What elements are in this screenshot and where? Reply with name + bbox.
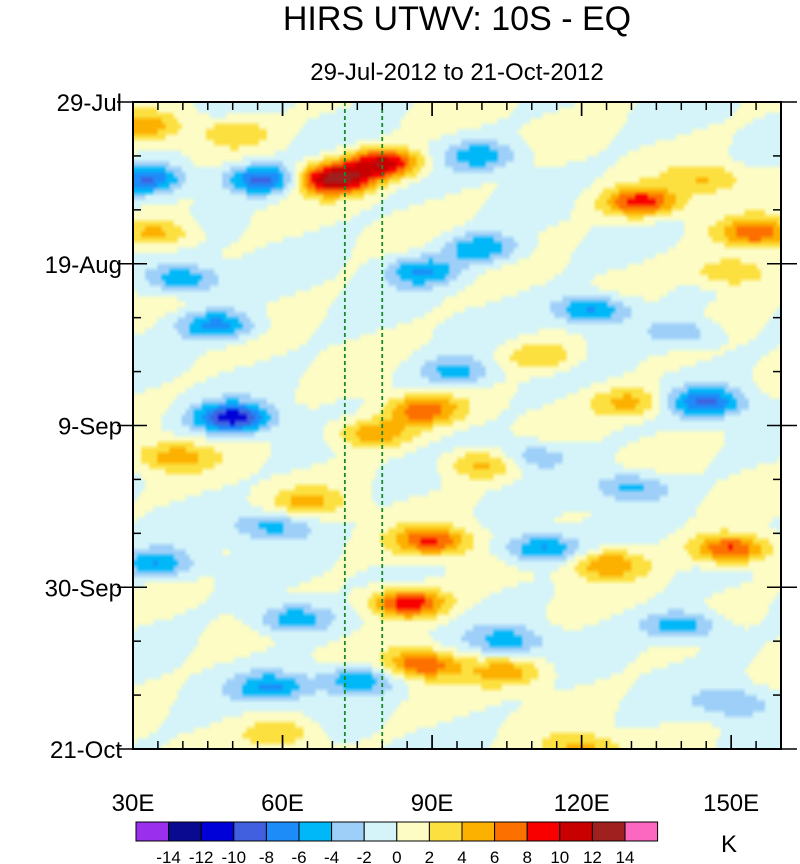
colorbar-level-label: -14	[156, 848, 181, 864]
colorbar-swatch	[625, 822, 658, 841]
colorbar-swatch	[299, 822, 332, 841]
colorbar-level-label: -2	[357, 848, 372, 864]
colorbar-level-label: -8	[259, 848, 274, 864]
colorbar-level-label: 4	[457, 848, 466, 864]
x-tick-label: 60E	[261, 790, 304, 817]
y-tick-label: 9-Sep	[58, 414, 122, 441]
colorbar-level-label: 6	[490, 848, 499, 864]
colorbar-level-label: -4	[324, 848, 339, 864]
chart-title: HIRS UTWV: 10S - EQ	[283, 0, 631, 38]
colorbar-swatch	[266, 822, 299, 841]
y-tick-label: 19-Aug	[45, 252, 122, 279]
colorbar-swatch	[462, 822, 495, 841]
colorbar-level-label: 2	[425, 848, 434, 864]
colorbar-swatch	[136, 822, 169, 841]
colorbar-swatch	[234, 822, 267, 841]
colorbar-level-label: -6	[291, 848, 306, 864]
colorbar-level-label: 14	[616, 848, 635, 864]
colorbar-level-label: 12	[583, 848, 602, 864]
colorbar-level-label: 8	[522, 848, 531, 864]
colorbar-swatch	[169, 822, 202, 841]
anomaly-field	[133, 102, 781, 749]
colorbar-swatch	[592, 822, 625, 841]
chart-subtitle: 29-Jul-2012 to 21-Oct-2012	[310, 59, 604, 86]
x-tick-label: 150E	[703, 790, 759, 817]
plot-area: 30E 60E 90E 120E 150E 29-Jul 19-Aug 9-Sep 30-Se…	[45, 90, 797, 817]
y-tick-label: 21-Oct	[50, 737, 122, 764]
colorbar-level-label: 0	[392, 848, 401, 864]
colorbar-swatch	[332, 822, 365, 841]
colorbar-unit-label: K	[721, 831, 737, 858]
x-tick-label: 120E	[554, 790, 610, 817]
y-tick-label: 30-Sep	[45, 575, 122, 602]
colorbar-swatch	[397, 822, 430, 841]
colorbar-level-label: -12	[189, 848, 214, 864]
colorbar-swatch	[527, 822, 560, 841]
x-tick-label: 30E	[112, 790, 155, 817]
colorbar-swatch	[201, 822, 234, 841]
colorbar: -14 -12 -10 -8 -6 -4 -2 0 2 4 6 8 10 12 14	[136, 822, 658, 864]
colorbar-swatch	[560, 822, 593, 841]
colorbar-swatch	[364, 822, 397, 841]
colorbar-swatch	[429, 822, 462, 841]
colorbar-level-label: 10	[550, 848, 569, 864]
colorbar-swatch	[495, 822, 528, 841]
x-tick-label: 90E	[411, 790, 454, 817]
y-tick-label: 29-Jul	[57, 90, 122, 117]
hovmoller-figure: HIRS UTWV: 10S - EQ 29-Jul-2012 to 21-Oc…	[0, 0, 800, 864]
colorbar-level-label: -10	[222, 848, 247, 864]
